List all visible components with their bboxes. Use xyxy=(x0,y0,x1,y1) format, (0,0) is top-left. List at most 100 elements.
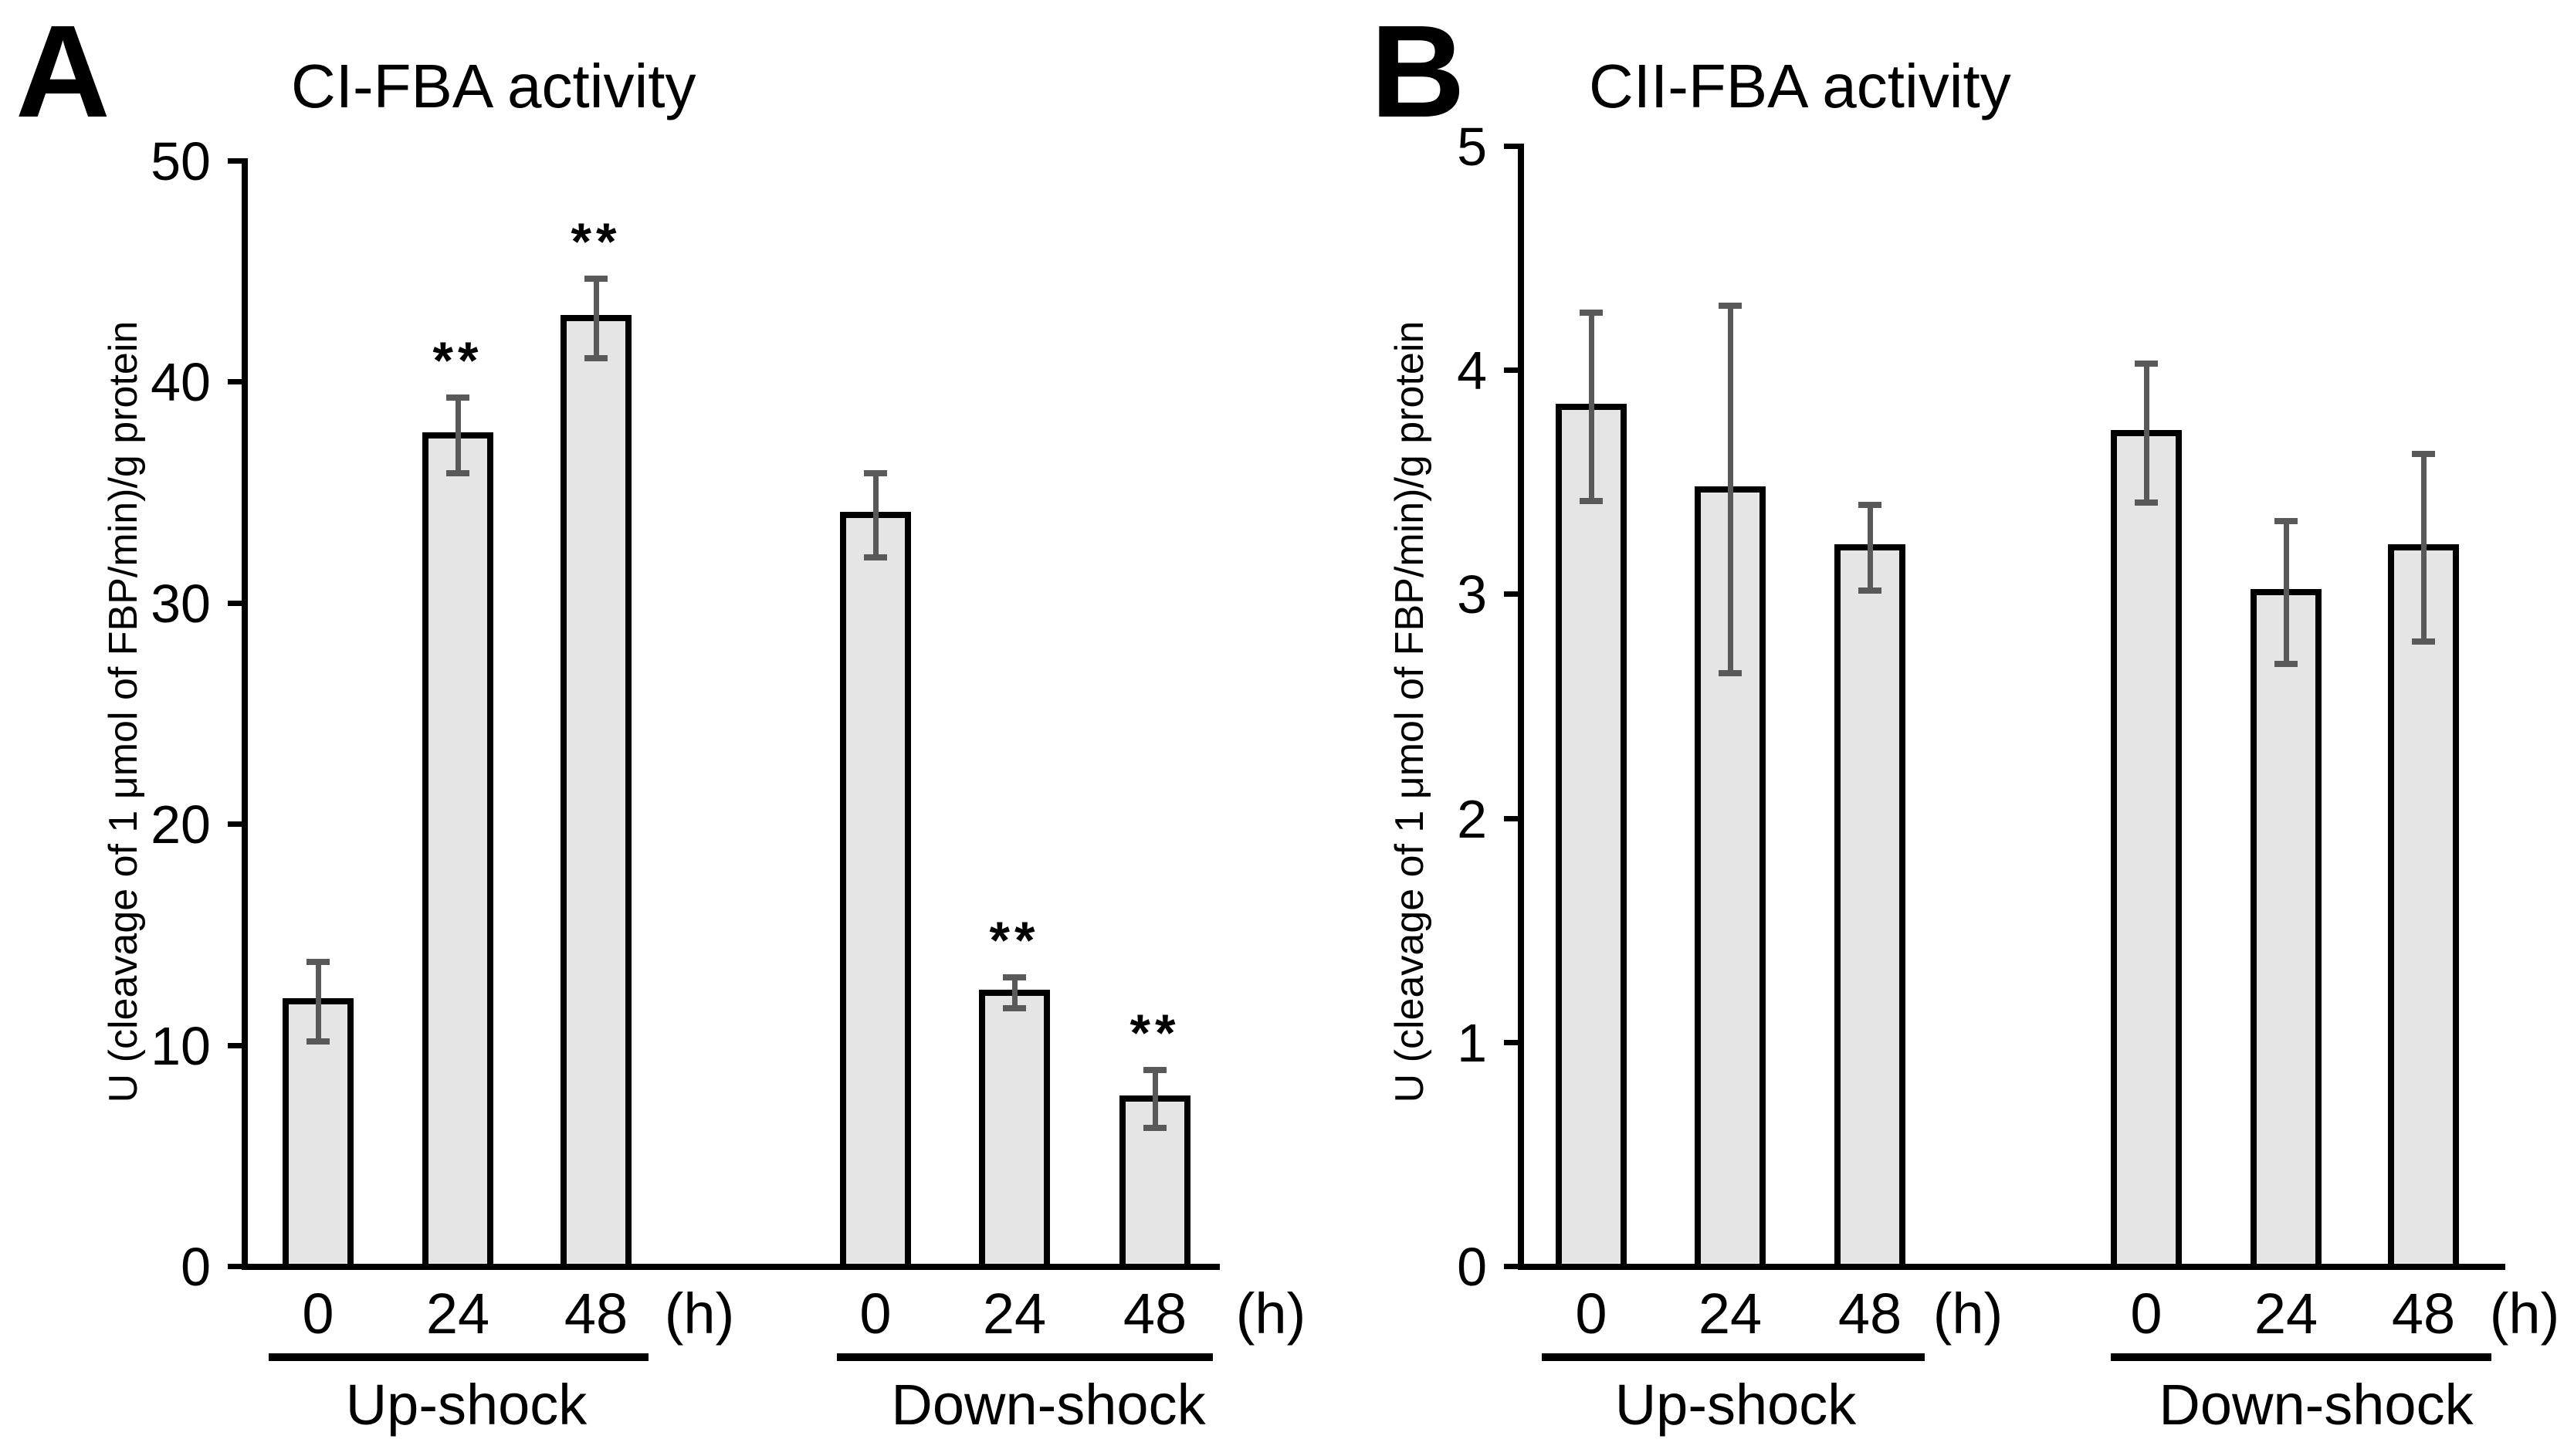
y-tick xyxy=(228,821,242,827)
y-tick xyxy=(228,1043,242,1048)
y-tick-label: 1 xyxy=(1457,1013,1487,1073)
y-tick xyxy=(228,379,242,384)
y-tick-label: 0 xyxy=(1457,1237,1487,1297)
error-bar-cap-top xyxy=(584,276,608,282)
y-tick-label: 3 xyxy=(1457,564,1487,625)
group-underline xyxy=(1542,1353,1925,1361)
x-tick-label: 24 xyxy=(2254,1282,2318,1346)
x-tick-label: 48 xyxy=(564,1282,628,1346)
y-tick xyxy=(1504,367,1518,373)
error-bar-stem xyxy=(456,398,461,472)
error-bar-cap-bottom xyxy=(2412,638,2435,645)
y-tick xyxy=(228,158,242,164)
error-bar-cap-top xyxy=(2135,361,2158,367)
error-bar-cap-top xyxy=(1143,1067,1167,1073)
y-tick-label: 40 xyxy=(151,352,211,412)
x-tick-label: 24 xyxy=(425,1282,490,1346)
error-bar-cap-top xyxy=(2274,518,2298,524)
y-axis-line xyxy=(242,158,248,1270)
error-bar-stem xyxy=(316,962,321,1041)
group-label: Down-shock xyxy=(2159,1373,2474,1437)
x-tick-label: 0 xyxy=(1575,1282,1607,1346)
error-bar-cap-bottom xyxy=(1858,587,1881,594)
error-bar-stem xyxy=(1589,313,1594,501)
group-underline xyxy=(837,1353,1213,1361)
bar xyxy=(2251,589,2322,1270)
group-underline xyxy=(2111,1353,2491,1361)
bar xyxy=(1834,544,1905,1270)
group-underline xyxy=(269,1353,649,1361)
error-bar-cap-bottom xyxy=(446,470,469,476)
bar xyxy=(422,432,493,1270)
error-bar-cap-bottom xyxy=(2274,661,2298,667)
chart-title: CII-FBA activity xyxy=(1589,52,2011,120)
y-tick-label: 0 xyxy=(181,1237,211,1297)
y-tick-label: 4 xyxy=(1457,340,1487,401)
y-tick xyxy=(228,601,242,606)
x-unit-label: (h) xyxy=(1932,1282,2003,1346)
error-bar-stem xyxy=(2284,521,2289,665)
x-tick-label: 48 xyxy=(1837,1282,1902,1346)
chart-title: CI-FBA activity xyxy=(291,52,696,120)
error-bar-stem xyxy=(1868,505,1873,590)
significance-marker: ** xyxy=(432,331,483,390)
error-bar-stem xyxy=(2421,454,2427,642)
error-bar-cap-bottom xyxy=(1003,1005,1026,1011)
error-bar-cap-top xyxy=(1858,502,1881,508)
x-tick-label: 24 xyxy=(1698,1282,1763,1346)
y-tick-label: 50 xyxy=(151,131,211,191)
y-tick xyxy=(1504,816,1518,821)
y-axis-label: U (cleavage of 1 μmol of FBP/min)/g prot… xyxy=(101,320,146,1103)
y-tick xyxy=(1504,144,1518,149)
bar xyxy=(2111,430,2182,1270)
group-label: Down-shock xyxy=(891,1373,1206,1437)
panel-letter: A xyxy=(15,0,110,145)
error-bar-cap-top xyxy=(1719,303,1742,309)
x-tick-label: 0 xyxy=(2130,1282,2162,1346)
y-tick xyxy=(1504,591,1518,597)
bar xyxy=(840,512,911,1270)
y-tick xyxy=(1504,1264,1518,1269)
y-tick xyxy=(1504,1040,1518,1045)
error-bar-cap-top xyxy=(307,959,330,965)
error-bar-cap-bottom xyxy=(1143,1125,1167,1131)
error-bar-cap-top xyxy=(864,470,887,476)
y-tick-label: 5 xyxy=(1457,117,1487,177)
error-bar-stem xyxy=(594,279,599,358)
x-tick-label: 0 xyxy=(859,1282,892,1346)
error-bar-stem xyxy=(1728,306,1733,673)
significance-marker: ** xyxy=(571,212,621,271)
x-axis-line xyxy=(242,1264,1220,1270)
bar xyxy=(979,990,1050,1270)
group-label: Up-shock xyxy=(1614,1373,1857,1437)
bar xyxy=(561,315,632,1270)
x-tick-label: 24 xyxy=(982,1282,1047,1346)
x-tick-label: 48 xyxy=(1123,1282,1187,1346)
error-bar-cap-top xyxy=(446,394,469,401)
group-label: Up-shock xyxy=(345,1373,588,1437)
x-axis-line xyxy=(1518,1264,2505,1270)
y-tick-label: 20 xyxy=(151,794,211,855)
error-bar-cap-top xyxy=(2412,451,2435,457)
significance-marker: ** xyxy=(1130,1004,1180,1062)
x-tick-label: 0 xyxy=(302,1282,334,1346)
error-bar-stem xyxy=(1012,977,1018,1008)
error-bar-cap-bottom xyxy=(307,1038,330,1045)
y-tick xyxy=(228,1264,242,1269)
error-bar-stem xyxy=(873,473,879,557)
x-unit-label: (h) xyxy=(664,1282,735,1346)
y-tick-label: 30 xyxy=(151,574,211,634)
y-axis-line xyxy=(1518,144,1524,1270)
bar xyxy=(2388,544,2459,1270)
bar xyxy=(1556,404,1627,1270)
error-bar-cap-bottom xyxy=(1580,498,1603,504)
x-unit-label: (h) xyxy=(1235,1282,1306,1346)
error-bar-cap-bottom xyxy=(864,554,887,560)
significance-marker: ** xyxy=(989,911,1040,970)
x-unit-label: (h) xyxy=(2489,1282,2560,1346)
panel-letter: B xyxy=(1370,0,1465,145)
error-bar-stem xyxy=(1153,1070,1158,1127)
error-bar-cap-top xyxy=(1003,974,1026,980)
y-tick-label: 10 xyxy=(151,1016,211,1076)
